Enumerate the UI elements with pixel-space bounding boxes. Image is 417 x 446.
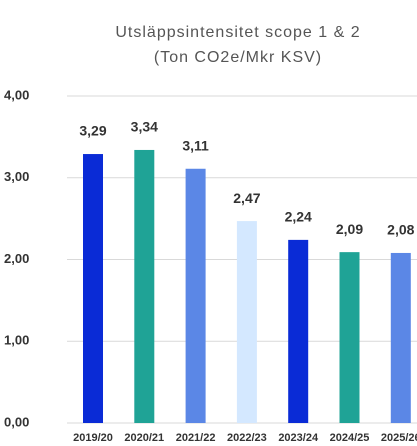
x-tick-label: 2020/21: [124, 432, 164, 444]
chart-title: Utsläppsintensitet scope 1 & 2: [115, 24, 360, 41]
y-tick-label: 3,00: [4, 169, 29, 184]
bar: [288, 239, 309, 423]
x-tick-label: 2024/25: [330, 432, 370, 444]
x-tick-label: 2023/24: [278, 432, 319, 444]
y-tick-label: 0,00: [4, 414, 29, 429]
bar: [236, 221, 257, 423]
bar: [185, 168, 206, 423]
data-label: 2,24: [285, 209, 312, 225]
data-label: 2,09: [336, 221, 363, 237]
bar: [134, 149, 155, 423]
x-tick-label: 2025/26: [381, 432, 417, 444]
y-tick-label: 2,00: [4, 251, 29, 266]
y-tick-label: 4,00: [4, 87, 29, 102]
data-label: 2,47: [233, 190, 260, 206]
chart-subtitle: (Ton CO2e/Mkr KSV): [154, 49, 322, 66]
x-tick-label: 2021/22: [176, 432, 216, 444]
x-tick-label: 2019/20: [73, 432, 113, 444]
x-tick-label: 2022/23: [227, 432, 267, 444]
bar: [390, 252, 411, 423]
data-label: 2,08: [387, 222, 414, 238]
data-label: 3,11: [182, 137, 209, 153]
bar: [83, 154, 103, 424]
data-label: 3,29: [79, 123, 106, 139]
bar: [339, 252, 360, 423]
data-label: 3,34: [131, 119, 158, 135]
y-tick-label: 1,00: [4, 333, 29, 348]
